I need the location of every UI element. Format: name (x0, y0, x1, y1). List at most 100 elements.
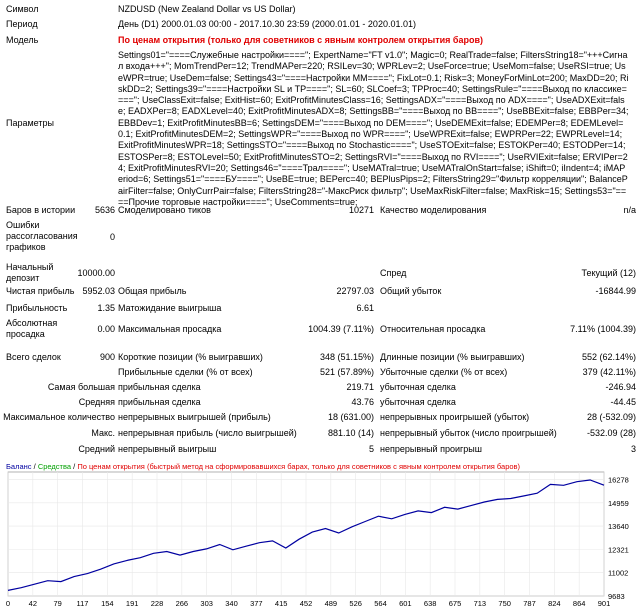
x-tick-label: 340 (225, 599, 238, 608)
y-tick-label: 16278 (608, 475, 629, 484)
x-tick-label: 901 (598, 599, 611, 608)
maxcons-losses-value: 28 (-532.09) (586, 412, 636, 422)
ticks-value: 10271 (348, 205, 374, 215)
pf-label: Прибыльность (6, 303, 68, 313)
abs-dd-label: Абсолютная просадка (6, 318, 58, 339)
params-label: Параметры (6, 118, 54, 128)
bars-value: 5636 (94, 205, 115, 215)
average-loss-value: -44.45 (610, 397, 636, 407)
chart-legend: Баланс / Средства / По ценам открытия (б… (6, 462, 520, 471)
x-tick-label: 713 (474, 599, 487, 608)
x-tick-label: 638 (424, 599, 437, 608)
legend-separator: / (31, 462, 38, 471)
rel-dd-value: 7.11% (1004.39) (570, 324, 636, 334)
largest-label: Самая большая (47, 382, 115, 392)
period-value: День (D1) 2000.01.03 00:00 - 2017.10.30 … (118, 19, 416, 29)
x-tick-label: 601 (399, 599, 412, 608)
y-tick-label: 14959 (608, 499, 629, 508)
legend-balance: Баланс (6, 462, 32, 471)
payoff-value: 6.61 (356, 303, 374, 313)
x-tick-label: 675 (449, 599, 462, 608)
x-tick-label: 377 (250, 599, 263, 608)
max-label: Макс. (91, 428, 115, 438)
maxcons-wins-label: непрерывных выигрышей (прибыль) (118, 412, 271, 422)
loss-label: Убыточные сделки (% от всех) (380, 367, 508, 377)
balance-line (7, 479, 605, 591)
x-tick-label: 303 (200, 599, 213, 608)
payoff-label: Матожидание выигрыша (118, 303, 222, 313)
long-label: Длинные позиции (% выигравших) (380, 352, 525, 362)
x-tick-label: 489 (325, 599, 338, 608)
net-label: Чистая прибыль (6, 286, 75, 296)
x-tick-label: 117 (77, 599, 89, 608)
x-tick-label: 42 (29, 599, 37, 608)
short-label: Короткие позиции (% выигравших) (118, 352, 263, 362)
balance-chart: 9683 11002 12321 13640 14959 16278 0 42 79 117 154… (6, 471, 629, 608)
gross-profit-value: 22797.03 (336, 286, 374, 296)
x-tick-label: 79 (53, 599, 61, 608)
abs-dd-value: 0.00 (97, 324, 115, 334)
largest-loss-label: убыточная сделка (380, 382, 456, 392)
average-loss-label: убыточная сделка (380, 397, 456, 407)
y-tick-label: 12321 (608, 545, 629, 554)
symbol-value: NZDUSD (New Zealand Dollar vs US Dollar) (118, 4, 296, 14)
max-dd-value: 1004.39 (7.11%) (308, 324, 374, 334)
legend-model: По ценам открытия (быстрый метод на сфор… (77, 462, 521, 471)
deposit-value: 10000.00 (77, 268, 115, 278)
pf-value: 1.35 (97, 303, 115, 313)
errors-label: Ошибки рассогласования графиков (6, 220, 78, 252)
y-tick-label: 13640 (608, 522, 629, 531)
long-value: 552 (62.14%) (581, 352, 636, 362)
x-tick-label: 0 (6, 599, 10, 608)
maxcons-profit-label: непрерывная прибыль (число выигрышей) (118, 428, 297, 438)
spread-label: Спред (380, 268, 407, 278)
total-value: 900 (99, 352, 115, 362)
win-label: Прибыльные сделки (% от всех) (118, 367, 253, 377)
largest-loss-value: -246.94 (605, 382, 636, 392)
x-tick-label: 787 (523, 599, 536, 608)
largest-profit-value: 219.71 (346, 382, 374, 392)
loss-value: 379 (42.11%) (582, 367, 636, 377)
quality-label: Качество моделирования (380, 205, 487, 215)
ticks-label: Смоделировано тиков (118, 205, 211, 215)
errors-value: 0 (109, 232, 115, 242)
gross-profit-label: Общая прибыль (118, 286, 187, 296)
x-tick-label: 824 (548, 599, 561, 608)
maxcons-loss-value: -532.09 (28) (586, 428, 636, 438)
maxcons-loss-label: непрерывный убыток (число проигрышей) (380, 428, 557, 438)
net-value: 5952.03 (82, 286, 115, 296)
largest-profit-label: прибыльная сделка (118, 382, 201, 392)
params-value: Settings01="====Служебные настройки===="… (118, 50, 629, 207)
x-tick-label: 415 (275, 599, 288, 608)
deposit-label: Начальный депозит (6, 262, 54, 283)
x-tick-label: 526 (349, 599, 362, 608)
x-tick-label: 154 (101, 599, 114, 608)
legend-separator: / (71, 462, 78, 471)
spread-value: Текущий (12) (581, 268, 636, 278)
model-label: Модель (6, 35, 39, 45)
average-label: Средняя (78, 397, 115, 407)
x-tick-label: 750 (498, 599, 511, 608)
avgcons-losses-value: 3 (630, 444, 636, 454)
period-label: Период (6, 19, 38, 29)
short-value: 348 (51.15%) (319, 352, 374, 362)
maxcons-wins-value: 18 (631.00) (327, 412, 374, 422)
gross-loss-value: -16844.99 (595, 286, 636, 296)
symbol-label: Символ (6, 4, 39, 14)
avgcons-losses-label: непрерывный проигрыш (380, 444, 482, 454)
rel-dd-label: Относительная просадка (380, 324, 486, 334)
avgcons-wins-label: непрерывный выигрыш (118, 444, 217, 454)
gross-loss-label: Общий убыток (380, 286, 442, 296)
legend-equity: Средства (37, 462, 72, 471)
max-dd-label: Максимальная просадка (118, 324, 222, 334)
x-tick-label: 564 (374, 599, 387, 608)
x-tick-label: 864 (573, 599, 586, 608)
avgcons-wins-value: 5 (368, 444, 374, 454)
model-value: По ценам открытия (только для советников… (118, 35, 484, 45)
maxcons-profit-value: 881.10 (14) (327, 428, 374, 438)
maxcons-losses-label: непрерывных проигрышей (убыток) (380, 412, 530, 422)
y-tick-label: 9683 (608, 592, 625, 601)
bars-label: Баров в истории (6, 205, 76, 215)
x-tick-label: 228 (151, 599, 164, 608)
maxcount-label: Максимальное количество (3, 412, 115, 422)
